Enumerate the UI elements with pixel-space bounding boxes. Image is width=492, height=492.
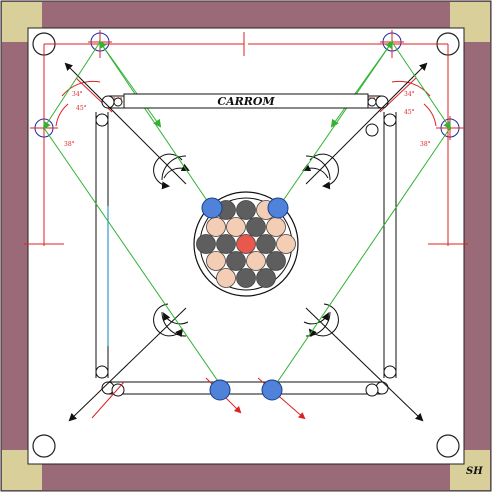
black-coin xyxy=(216,234,236,254)
angle-label-tr-2: 34° xyxy=(404,91,415,98)
white-coin xyxy=(276,234,296,254)
white-coin xyxy=(226,217,246,237)
black-coin xyxy=(246,217,266,237)
strikers xyxy=(201,197,289,401)
black-coin xyxy=(256,268,276,288)
corner-circles xyxy=(161,155,331,337)
white-coin xyxy=(216,268,236,288)
title-plate: CARROM xyxy=(123,93,369,109)
striker-3 xyxy=(209,379,231,401)
baselines xyxy=(95,95,397,397)
baseline-circle-left-bottom xyxy=(95,365,109,379)
white-coin xyxy=(206,217,226,237)
white-coin xyxy=(206,251,226,271)
black-coin xyxy=(226,251,246,271)
coin-formation xyxy=(196,200,296,288)
angle-label-tl-2: 45° xyxy=(76,105,87,112)
white-coin xyxy=(266,217,286,237)
pocket-bottom-left xyxy=(32,434,56,458)
black-coin xyxy=(236,268,256,288)
black-coin xyxy=(236,200,256,220)
black-coin xyxy=(256,234,276,254)
baseline-circle-right-top xyxy=(383,113,397,127)
angle-label-tr-4: 38° xyxy=(420,141,431,148)
angle-label-tl-3: 38° xyxy=(64,141,75,148)
striker-2 xyxy=(267,197,289,219)
queen-coin xyxy=(236,234,256,254)
white-coin xyxy=(246,251,266,271)
board-title: CARROM xyxy=(217,95,275,108)
shot-paths xyxy=(42,40,452,392)
baseline-circle-left-top xyxy=(95,113,109,127)
black-coin xyxy=(196,234,216,254)
striker-4 xyxy=(261,379,283,401)
pocket-bottom-right xyxy=(436,434,460,458)
signature-initials: SH xyxy=(466,466,483,477)
striker-1 xyxy=(201,197,223,219)
centre-circle-outer xyxy=(193,191,299,297)
baseline-circle-right-bottom xyxy=(383,365,397,379)
baseline-circle-top-right xyxy=(375,95,389,109)
angle-label-tl-1: 34° xyxy=(72,91,83,98)
angle-label-tr-3: 45° xyxy=(404,109,415,116)
black-coin xyxy=(266,251,286,271)
